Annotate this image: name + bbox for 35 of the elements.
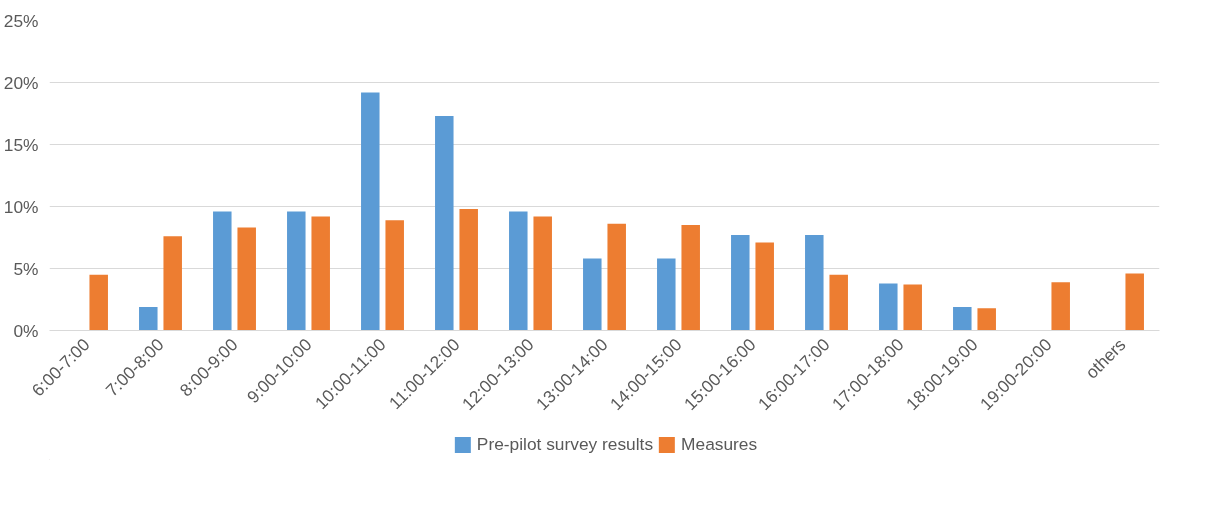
bar — [953, 306, 972, 331]
y-tick-label: 20% — [3, 72, 39, 93]
bar — [139, 306, 158, 331]
bar — [311, 216, 330, 331]
bar — [755, 242, 774, 331]
bar — [1051, 282, 1070, 331]
bar — [681, 225, 700, 331]
bar — [977, 308, 996, 331]
bar — [435, 115, 454, 331]
bar — [1125, 273, 1144, 331]
bar — [533, 216, 552, 331]
bar — [163, 236, 182, 331]
bar — [509, 211, 528, 331]
bar — [237, 227, 256, 331]
bar — [657, 258, 676, 331]
y-tick-label: 25% — [3, 10, 39, 31]
bar — [213, 211, 232, 331]
y-tick-label: 0% — [13, 320, 39, 341]
bar — [385, 220, 404, 331]
y-tick-label: 5% — [13, 258, 39, 279]
bar — [731, 235, 750, 331]
y-tick-label: 15% — [3, 134, 39, 155]
bar — [903, 284, 922, 331]
bar — [879, 283, 898, 331]
legend-label: Measures — [681, 433, 758, 455]
y-tick-label: 10% — [3, 196, 39, 217]
bar — [459, 208, 478, 331]
bar — [361, 92, 380, 331]
legend-label: Pre-pilot survey results — [476, 433, 654, 455]
bar — [583, 258, 602, 331]
bar — [805, 235, 824, 331]
bar — [89, 274, 108, 331]
bar — [607, 223, 626, 331]
bar — [287, 211, 306, 331]
bar — [829, 274, 848, 331]
